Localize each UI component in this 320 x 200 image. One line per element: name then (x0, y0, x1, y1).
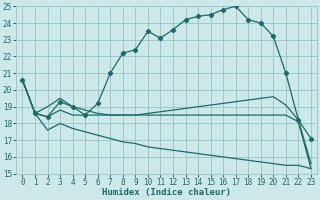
X-axis label: Humidex (Indice chaleur): Humidex (Indice chaleur) (102, 188, 231, 197)
